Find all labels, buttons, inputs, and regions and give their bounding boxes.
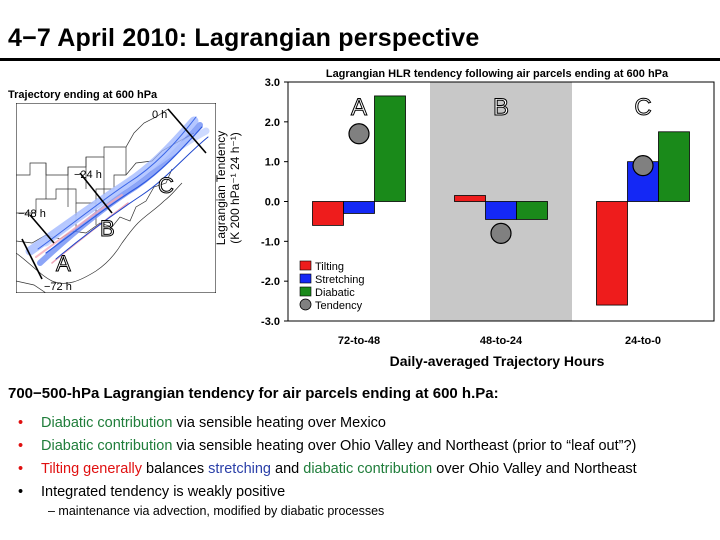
tendency-marker-24-to-0 — [632, 155, 654, 177]
trajectory-map: 0 h −24 h −48 h −72 h A B C — [15, 102, 217, 294]
bullet-4-text: Integrated tendency is weakly positive — [41, 484, 286, 500]
bullet-marker: • — [18, 415, 24, 431]
tendency-marker-72-to-48 — [348, 123, 370, 145]
trajectory-map-graphic: 0 h −24 h −48 h −72 h A B C — [15, 102, 217, 294]
tendency-bar-chart: 3.0 2.0 1.0 0.0 -1.0 -2.0 -3.0 A B C 72-to-48 48-… — [261, 68, 715, 369]
trajectory-bundle — [25, 116, 210, 266]
x-category-label: 24-to-0 — [625, 335, 661, 347]
legend-swatch-tendency — [299, 298, 312, 311]
legend-swatch-tilting — [299, 260, 312, 271]
legend-label-stretching: Stretching — [315, 274, 365, 286]
bar-diabatic-72-to-48 — [374, 95, 406, 202]
bullet-1-text: via sensible heating over Mexico — [172, 415, 386, 431]
map-time-label-24h: −24 h — [74, 169, 102, 181]
map-time-label-48h: −48 h — [18, 208, 46, 220]
bullet-marker: • — [18, 484, 24, 500]
bullet-marker: • — [18, 461, 24, 477]
bar-diabatic-24-to-0 — [658, 131, 690, 202]
y-tick-label: 1.0 — [265, 157, 280, 169]
bullet-3-text-3: over Ohio Valley and Northeast — [432, 461, 637, 477]
summary-heading: 700−500-hPa Lagrangian tendency for air … — [8, 385, 499, 402]
tendency-markers — [348, 123, 654, 244]
bullet-3-stretching: stretching — [208, 461, 271, 477]
chart-x-axis-label: Daily-averaged Trajectory Hours — [390, 353, 605, 369]
summary-bullet-3: • Tilting generally balances stretching … — [18, 458, 718, 481]
y-tick-label: 2.0 — [265, 117, 280, 129]
bar-stretching-72-to-48 — [343, 201, 375, 214]
bar-tilting-48-to-24 — [454, 195, 486, 202]
chart-region-label: A — [351, 94, 367, 121]
map-time-label-0h: 0 h — [152, 109, 167, 121]
map-time-label-72h: −72 h — [44, 281, 72, 293]
chart-region-label: C — [634, 94, 651, 121]
trajectory-time-markers — [21, 108, 207, 280]
summary-sub-bullet: – maintenance via advection, modified by… — [48, 504, 385, 518]
legend-label-diabatic: Diabatic — [315, 287, 355, 299]
bar-diabatic-48-to-24 — [516, 201, 548, 220]
x-axis-category-labels: 72-to-48 48-to-24 24-to-0 — [338, 335, 661, 347]
summary-bullet-list: • Diabatic contribution via sensible hea… — [18, 412, 718, 504]
y-tick-label: -2.0 — [261, 276, 280, 288]
chart-title: Lagrangian HLR tendency following air pa… — [326, 68, 669, 80]
bullet-marker: • — [18, 438, 24, 454]
chart-y-axis-label-line-1: Lagrangian Tendency — [214, 130, 228, 246]
map-region-label-b: B — [100, 216, 115, 241]
y-tick-label: 3.0 — [265, 77, 280, 89]
chart-region-labels: A B C — [350, 94, 652, 122]
y-tick-label: 0.0 — [265, 197, 280, 209]
bar-tilting-72-to-48 — [312, 201, 344, 226]
slide-title: 4−7 April 2010: Lagrangian perspective — [8, 24, 480, 52]
legend-swatch-stretching — [299, 273, 312, 284]
bar-stretching-48-to-24 — [485, 201, 517, 220]
x-category-label: 72-to-48 — [338, 335, 380, 347]
bullet-2-highlight: Diabatic contribution — [41, 438, 173, 454]
summary-bullet-2: • Diabatic contribution via sensible hea… — [18, 435, 718, 458]
tendency-marker-48-to-24 — [490, 222, 512, 244]
bullet-3-text-2: and — [271, 461, 304, 477]
bullet-3-diabatic: diabatic contribution — [303, 461, 433, 477]
map-region-label-c: C — [158, 173, 174, 198]
chart-region-label: B — [493, 94, 509, 121]
chart-bars — [312, 95, 690, 306]
bar-tilting-24-to-0 — [596, 201, 628, 306]
title-divider — [0, 58, 720, 61]
map-title: Trajectory ending at 600 hPa — [8, 89, 158, 101]
bullet-3-text-1: balances — [142, 461, 209, 477]
y-tick-label: -1.0 — [261, 236, 280, 248]
bullet-1-highlight: Diabatic contribution — [41, 415, 173, 431]
map-region-label-a: A — [56, 251, 71, 276]
bullet-3-tilting: Tilting generally — [41, 461, 143, 477]
legend-label-tendency: Tendency — [315, 300, 363, 312]
summary-bullet-4: • Integrated tendency is weakly positive — [18, 481, 718, 504]
y-axis-ticks: 3.0 2.0 1.0 0.0 -1.0 -2.0 -3.0 — [261, 77, 288, 328]
bullet-2-text: via sensible heating over Ohio Valley an… — [172, 438, 637, 454]
summary-bullet-1: • Diabatic contribution via sensible hea… — [18, 412, 718, 435]
legend-label-tilting: Tilting — [315, 261, 344, 273]
y-tick-label: -3.0 — [261, 316, 280, 328]
legend-swatch-diabatic — [299, 286, 312, 297]
x-category-label: 48-to-24 — [480, 335, 523, 347]
